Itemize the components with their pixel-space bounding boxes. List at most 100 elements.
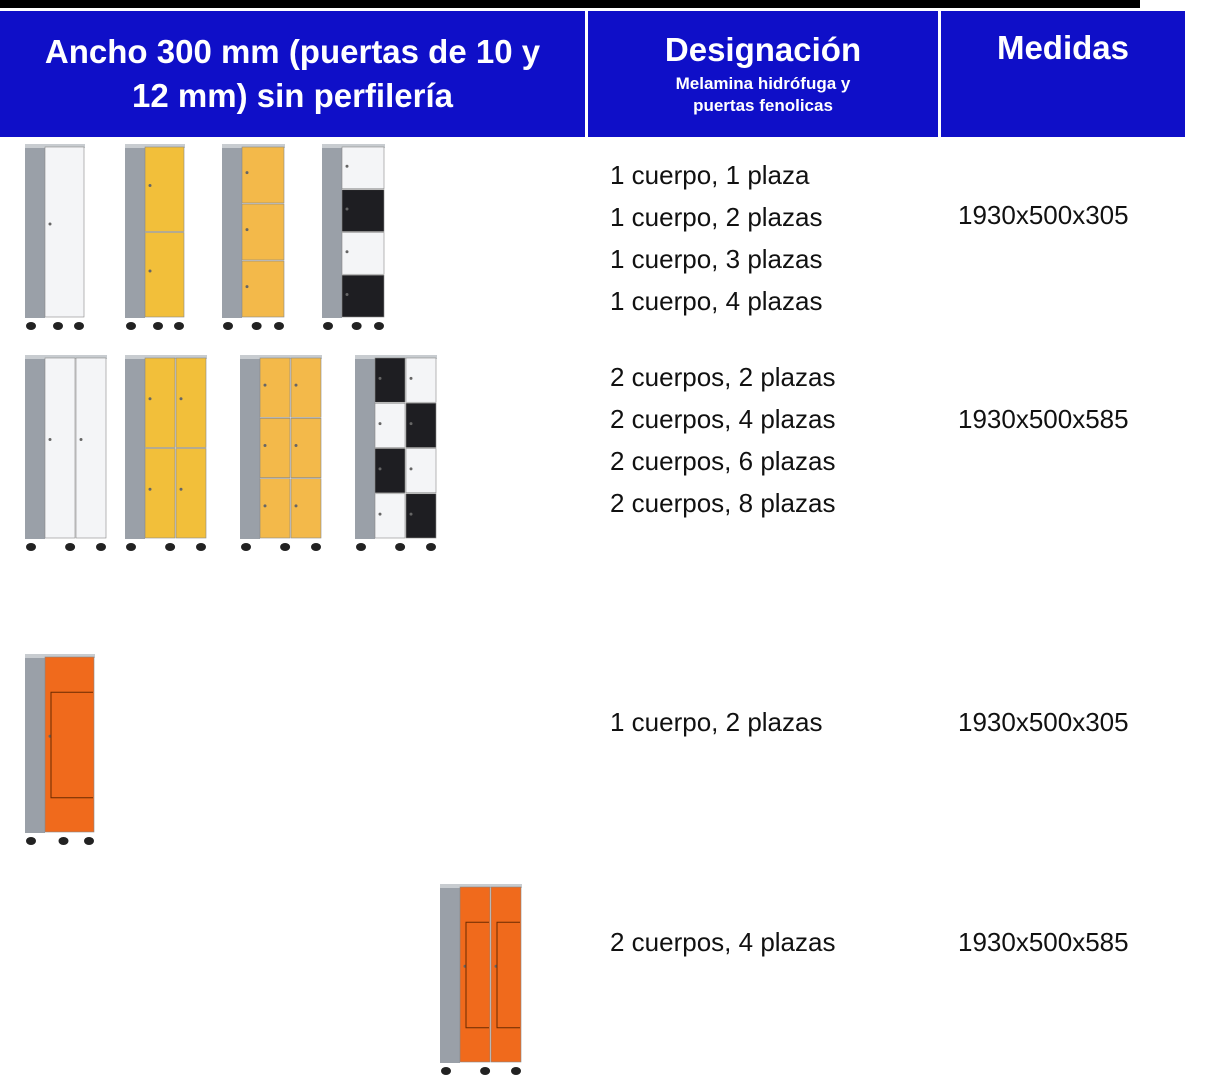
locker-top [125,355,207,359]
locker-door [405,402,437,448]
locker-foot [323,322,333,330]
locker-lock [294,504,298,508]
locker-foot [511,1067,521,1075]
header-col2-title: Designación [664,31,862,68]
locker-foot [480,1067,491,1075]
locker-lock [263,383,267,387]
locker-lock [409,376,413,380]
locker-lock [378,512,382,516]
designation: 2 cuerpos, 4 plazas [610,404,836,434]
locker-foot [174,322,184,330]
locker-door [341,232,385,275]
locker-door [259,478,291,539]
z-line [496,921,520,1029]
locker-lock [294,383,298,387]
locker-foot [441,1067,451,1075]
locker-lock [179,397,183,401]
designation: 1 cuerpo, 2 plazas [610,707,823,737]
locker-foot [374,322,384,330]
locker-door [341,274,385,318]
locker-lock [345,164,349,168]
locker-top [355,355,437,359]
locker-door [290,418,322,478]
locker-top [322,144,385,148]
locker-door [241,146,285,204]
locker-door [405,357,437,403]
locker-lock [148,487,152,491]
locker-foot [26,543,36,551]
locker-foot [65,543,76,551]
locker-door [459,886,491,1063]
locker-lock [294,443,298,447]
locker-lock [245,171,249,175]
locker-door [374,357,406,403]
locker-lock [345,292,349,296]
locker-lock [48,437,52,441]
locker-door [259,418,291,478]
locker-lock [378,376,382,380]
locker-lock [79,437,83,441]
locker-lock [263,504,267,508]
locker-side [222,147,242,318]
locker-lock [263,443,267,447]
z-line [465,921,489,1029]
designation: 2 cuerpos, 4 plazas [610,927,836,957]
locker-door [341,189,385,232]
locker-side [355,358,375,539]
designation: 2 cuerpos, 2 plazas [610,362,836,392]
locker-foot [58,837,69,845]
locker-foot [126,543,136,551]
locker-door [341,146,385,190]
locker-lock [378,467,382,471]
designation: 1 cuerpo, 4 plazas [610,286,823,316]
locker-lock [345,207,349,211]
locker-lock [409,512,413,516]
locker-lock [48,222,52,226]
locker-foot [74,322,84,330]
header-cell: Designación Melamina hidrófuga y puertas… [588,11,938,137]
locker-foot [251,322,262,330]
designation: 2 cuerpos, 8 plazas [610,488,836,518]
locker-door [44,357,76,539]
locker-door [175,357,207,448]
z-line [50,691,93,799]
designation: 1 cuerpo, 2 plazas [610,202,823,232]
locker-foot [311,543,321,551]
locker-top [440,884,522,888]
lockers [25,144,522,1075]
locker-door [374,448,406,494]
locker-door [405,448,437,494]
header-cell: Medidas [941,11,1185,137]
locker-foot [53,322,63,330]
locker-top [25,144,85,148]
medidas: 1930x500x305 [958,707,1129,737]
locker-foot [26,837,36,845]
locker-door [290,357,322,418]
locker-lock [148,397,152,401]
header-col1: Ancho 300 mm (puertas de 10 y 12 mm) sin… [44,33,541,114]
header-col3: Medidas [996,29,1130,66]
locker-side [25,657,45,833]
locker-foot [351,322,362,330]
locker-door [241,260,285,318]
designation: 1 cuerpo, 1 plaza [610,160,810,190]
locker-top [240,355,322,359]
locker-door [75,357,107,539]
locker-lock [345,250,349,254]
locker-foot [196,543,206,551]
locker-side [25,358,45,539]
locker-foot [426,543,436,551]
locker-foot [26,322,36,330]
locker-door [175,448,207,539]
locker-lock [409,467,413,471]
locker-door [241,203,285,261]
locker-door [44,146,85,318]
designation: 2 cuerpos, 6 plazas [610,446,836,476]
designation: 1 cuerpo, 3 plazas [610,244,823,274]
locker-door [374,402,406,448]
locker-top [25,654,95,658]
locker-door [44,656,95,833]
locker-foot [356,543,366,551]
locker-side [25,147,45,318]
